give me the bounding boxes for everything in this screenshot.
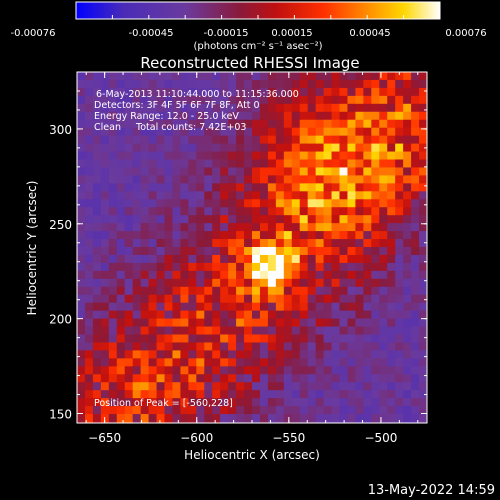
x-tick-label: −500	[364, 431, 397, 445]
y-axis-label: Heliocentric Y (arcsec)	[25, 181, 39, 316]
annotation-detectors: Detectors: 3F 4F 5F 6F 7F 8F, Att 0	[94, 100, 260, 111]
x-axis-label: Heliocentric X (arcsec)	[184, 448, 320, 462]
footer-timestamp: 13-May-2022 14:59	[368, 483, 495, 498]
axis-ticks: −650 −600 −550 −500 150 200 250 300	[49, 71, 427, 445]
x-tick-label: −650	[88, 431, 121, 445]
annotation-clean-counts: Clean Total counts: 7.42E+03	[94, 122, 246, 133]
y-tick-label: 250	[49, 218, 72, 232]
y-tick-label: 150	[49, 408, 72, 422]
x-tick-label: −550	[272, 431, 305, 445]
colorbar-tick-label: -0.00045	[129, 28, 174, 39]
colorbar-unit-label: (photons cm⁻² s⁻¹ asec⁻²)	[193, 41, 322, 52]
colorbar-tick-label: -0.00015	[204, 28, 249, 39]
annotation-peak-position: Position of Peak = [-560,228]	[94, 398, 233, 409]
colorbar-tick-label: 0.00076	[445, 28, 486, 39]
x-tick-label: −600	[180, 431, 213, 445]
annotation-energy-range: Energy Range: 12.0 - 25.0 keV	[94, 111, 239, 122]
colorbar-tick-label: 0.00045	[349, 28, 390, 39]
colorbar-ticks	[75, 15, 441, 19]
y-tick-label: 300	[49, 123, 72, 137]
chart-title: Reconstructed RHESSI Image	[140, 54, 359, 72]
colorbar-tick-label: -0.00076	[11, 28, 56, 39]
heatmap-image	[77, 72, 427, 423]
colorbar-tick-label: 0.00015	[271, 28, 312, 39]
y-tick-label: 200	[49, 313, 72, 327]
annotation-time-range: 6-May-2013 11:10:44.000 to 11:15:36.000	[96, 89, 299, 100]
